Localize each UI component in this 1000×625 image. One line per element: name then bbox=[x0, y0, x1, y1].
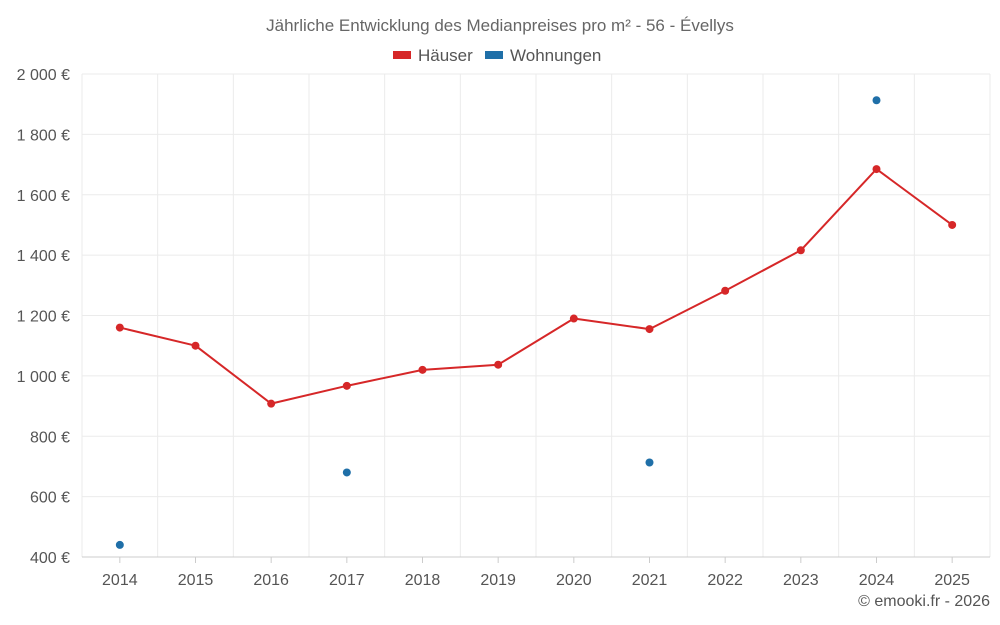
y-tick-label: 1 800 € bbox=[17, 127, 70, 144]
data-point[interactable] bbox=[418, 365, 427, 374]
data-point[interactable] bbox=[191, 341, 200, 350]
x-tick-label: 2023 bbox=[783, 572, 819, 589]
series-line bbox=[119, 168, 953, 405]
legend: Häuser Wohnungen bbox=[393, 46, 601, 65]
y-tick-label: 600 € bbox=[30, 490, 70, 507]
y-tick-label: 1 000 € bbox=[17, 369, 70, 386]
legend-label-wohnungen[interactable]: Wohnungen bbox=[510, 46, 601, 65]
credit: © emooki.fr - 2026 bbox=[858, 593, 990, 610]
x-tick-label: 2014 bbox=[102, 572, 138, 589]
series bbox=[115, 96, 957, 549]
data-point[interactable] bbox=[872, 165, 881, 174]
data-point[interactable] bbox=[342, 381, 351, 390]
x-tick-label: 2018 bbox=[405, 572, 441, 589]
x-tick-label: 2017 bbox=[329, 572, 365, 589]
data-point[interactable] bbox=[872, 96, 881, 105]
y-tick-label: 1 600 € bbox=[17, 188, 70, 205]
data-point[interactable] bbox=[342, 468, 351, 477]
x-tick-label: 2016 bbox=[253, 572, 289, 589]
data-point[interactable] bbox=[645, 458, 654, 467]
x-tick-label: 2025 bbox=[934, 572, 970, 589]
y-tick-label: 1 400 € bbox=[17, 248, 70, 265]
x-tick-label: 2021 bbox=[632, 572, 668, 589]
data-point[interactable] bbox=[267, 399, 276, 408]
x-tick-label: 2022 bbox=[707, 572, 743, 589]
legend-label-haeuser[interactable]: Häuser bbox=[418, 46, 473, 65]
series-1 bbox=[115, 96, 881, 549]
x-tick-label: 2019 bbox=[480, 572, 516, 589]
y-tick-label: 1 200 € bbox=[17, 309, 70, 326]
x-tick-label: 2024 bbox=[859, 572, 895, 589]
y-tick-label: 400 € bbox=[30, 550, 70, 567]
y-tick-label: 800 € bbox=[30, 429, 70, 446]
data-point[interactable] bbox=[721, 286, 730, 295]
legend-swatch-haeuser[interactable] bbox=[393, 51, 411, 59]
data-point[interactable] bbox=[948, 220, 957, 229]
x-tick-label: 2020 bbox=[556, 572, 592, 589]
y-axis: 400 € 600 € 800 € 1 000 € 1 200 € 1 400 € 1 60… bbox=[17, 67, 70, 567]
data-point[interactable] bbox=[645, 325, 654, 334]
chart-title: Jährliche Entwicklung des Medianpreises … bbox=[266, 16, 734, 35]
data-point[interactable] bbox=[796, 246, 805, 255]
x-tick-label: 2015 bbox=[178, 572, 214, 589]
series-0 bbox=[115, 165, 957, 408]
data-point[interactable] bbox=[494, 360, 503, 369]
data-point[interactable] bbox=[115, 540, 124, 549]
x-axis: 2014 2015 2016 2017 2018 2019 2020 2021 2022 2023… bbox=[82, 556, 990, 589]
y-tick-label: 2 000 € bbox=[17, 67, 70, 84]
data-point[interactable] bbox=[115, 323, 124, 332]
data-point[interactable] bbox=[569, 314, 578, 323]
legend-swatch-wohnungen[interactable] bbox=[485, 51, 503, 59]
grid bbox=[81, 73, 991, 558]
